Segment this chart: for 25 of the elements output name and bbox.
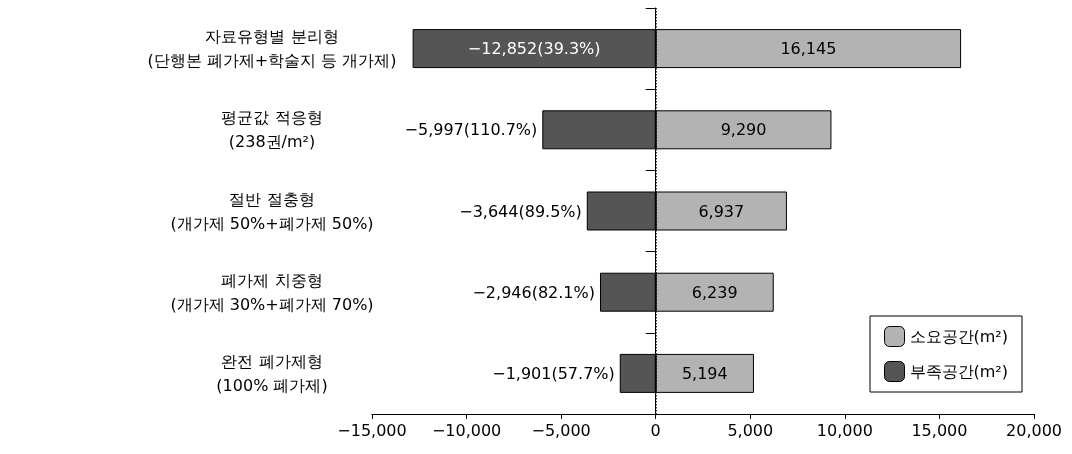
data-label: −2,946(82.1%) (472, 282, 595, 302)
y-tick-label: 완전 폐가제형 (100% 폐가제) (216, 351, 328, 395)
data-label: 5,194 (681, 363, 728, 383)
y-tick-label: 폐가제 치중형 (개가제 30%+폐가제 70%) (170, 270, 374, 314)
x-tick-label: 10,000 (816, 420, 873, 440)
x-tick-label: −5,000 (531, 420, 591, 440)
data-label: −12,852(39.3%) (467, 39, 601, 59)
data-label: −3,644(89.5%) (459, 201, 582, 221)
x-tick-label: −10,000 (431, 420, 502, 440)
y-tick-label: 평균값 적응형 (238권/m²) (221, 108, 323, 152)
legend-label: 부족공간(m²) (909, 362, 1008, 381)
data-label: −5,997(110.7%) (404, 120, 538, 140)
x-tick-label: 0 (650, 420, 661, 440)
data-label: 6,239 (691, 282, 738, 302)
data-label: −1,901(57.7%) (492, 363, 615, 383)
y-tick-label: 절반 절충형 (개가제 50%+폐가제 50%) (170, 189, 374, 233)
x-tick-label: 5,000 (727, 420, 774, 440)
data-label: 6,937 (698, 201, 745, 221)
data-label: 16,145 (780, 39, 837, 59)
legend-label: 소요공간(m²) (909, 327, 1008, 346)
x-tick-label: 15,000 (911, 420, 968, 440)
x-tick-label: −15,000 (337, 420, 407, 440)
data-label: 9,290 (720, 120, 767, 140)
y-tick-label: 자료유형별 분리형 (단행본 폐가제+학술지 등 개가제) (147, 27, 397, 71)
x-tick-label: 20,000 (1006, 420, 1062, 440)
